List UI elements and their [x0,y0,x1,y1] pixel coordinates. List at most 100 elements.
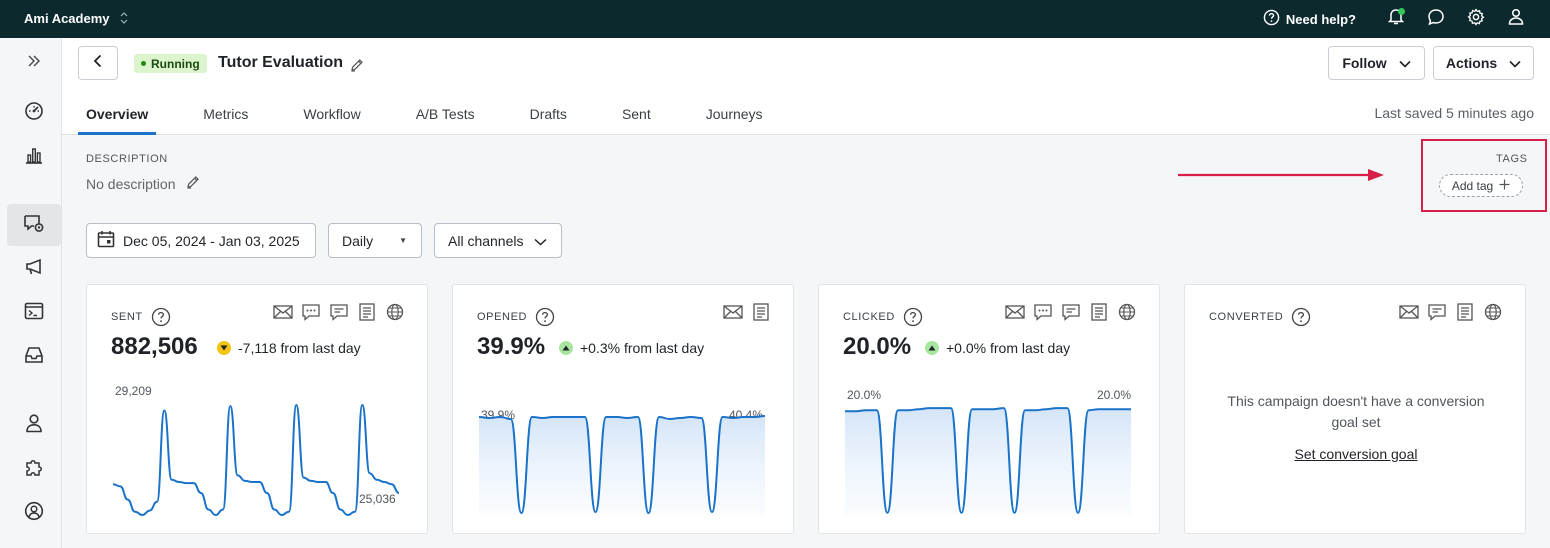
channel-icons [1399,303,1503,326]
tab-ab-tests[interactable]: A/B Tests [415,105,475,122]
campaign-header: Running Tutor Evaluation Follow Actions … [62,38,1550,135]
last-saved-text: Last saved 5 minutes ago [1374,105,1534,121]
nav-broadcasts[interactable] [7,248,61,290]
in-app-message-icon [1061,303,1081,326]
actions-label: Actions [1445,55,1498,71]
description-label: DESCRIPTION [86,153,168,165]
status-badge: Running [134,54,207,73]
webhook-globe-icon [1117,303,1137,326]
notifications-button[interactable] [1376,0,1416,38]
opened-delta-text: +0.3% from last day [580,340,705,356]
tab-sent[interactable]: Sent [621,105,651,122]
description-value[interactable]: No description [86,175,200,192]
nav-account[interactable] [7,492,61,534]
clicked-delta-text: +0.0% from last day [946,340,1071,356]
nav-integrations[interactable] [7,448,61,490]
plus-icon [1499,179,1510,193]
opened-delta: +0.3% from last day [559,340,704,356]
puzzle-icon [24,457,44,482]
nav-campaigns[interactable] [7,204,61,246]
add-tag-button[interactable]: Add tag [1439,174,1523,197]
follow-label: Follow [1342,55,1387,71]
clicked-card-label: CLICKED [843,307,923,327]
campaign-icon [23,213,45,238]
help-circle-icon[interactable] [1291,307,1311,327]
document-icon [751,303,771,326]
sparkline-area [845,408,1131,515]
tab-workflow[interactable]: Workflow [303,105,361,122]
calendar-icon [97,230,115,251]
status-dot [141,61,146,66]
document-icon [1455,303,1475,326]
trend-up-icon [925,341,939,355]
document-icon [357,303,377,326]
opened-sparkline [478,415,766,515]
sent-delta-text: -7,118 from last day [238,340,361,356]
expand-nav-button[interactable] [7,42,61,84]
page-title: Tutor Evaluation [218,54,344,71]
clicked-card: CLICKED 20.0% +0.0% from last day 20.0% … [818,284,1160,534]
converted-card: CONVERTED This campaign doesn't have a c… [1184,284,1526,534]
expand-icon [27,54,41,72]
clicked-delta: +0.0% from last day [925,340,1070,356]
opened-label: OPENED [477,311,528,323]
nav-people[interactable] [7,404,61,446]
frequency-select[interactable]: Daily ▼ [328,223,422,258]
follow-button[interactable]: Follow [1328,46,1425,80]
sparkline-line [112,403,400,517]
nav-inbox[interactable] [7,336,61,378]
email-icon [723,303,743,326]
sent-label: SENT [111,311,143,323]
description-text: No description [86,175,176,192]
sent-end-label: 25,036 [359,492,396,506]
in-app-message-icon [329,303,349,326]
actions-button[interactable]: Actions [1433,46,1534,80]
left-navigation [0,38,62,548]
back-button[interactable] [78,46,118,80]
gear-icon [1467,7,1485,31]
tab-overview[interactable]: Overview [78,92,157,135]
channel-icons [273,303,405,326]
settings-button[interactable] [1456,0,1496,38]
nav-dashboard[interactable] [7,92,61,134]
converted-card-label: CONVERTED [1209,307,1311,327]
trend-down-icon [217,341,231,355]
bar-chart-icon [24,145,44,170]
document-icon [1089,303,1109,326]
chat-button[interactable] [1416,0,1456,38]
pencil-icon[interactable] [186,175,200,192]
sms-icon [301,303,321,326]
email-icon [1005,303,1025,326]
webhook-globe-icon [385,303,405,326]
set-conversion-goal-link[interactable]: Set conversion goal [1294,446,1418,462]
inbox-icon [24,346,44,369]
tab-drafts[interactable]: Drafts [529,105,567,122]
in-app-message-icon [1427,303,1447,326]
edit-title-button[interactable] [350,58,364,77]
clicked-start-label: 20.0% [847,388,882,402]
date-range-value: Dec 05, 2024 - Jan 03, 2025 [123,232,300,249]
status-label: Running [151,56,200,71]
dashboard-icon [24,101,44,126]
need-help-button[interactable]: Need help? [1263,9,1356,29]
channels-select[interactable]: All channels [434,223,562,258]
notification-dot [1398,8,1405,15]
help-circle-icon[interactable] [535,307,555,327]
profile-button[interactable] [1496,0,1536,38]
tab-metrics[interactable]: Metrics [203,105,249,122]
terminal-icon [24,302,44,325]
chat-icon [1427,8,1445,31]
opened-value: 39.9% [477,333,546,360]
help-circle-icon[interactable] [903,307,923,327]
workspace-switcher[interactable]: Ami Academy [24,11,128,26]
opened-card-label: OPENED [477,307,555,327]
date-range-picker[interactable]: Dec 05, 2024 - Jan 03, 2025 [86,223,316,258]
pencil-icon [350,59,364,76]
nav-analytics[interactable] [7,136,61,178]
help-circle-icon[interactable] [151,307,171,327]
clicked-end-label: 20.0% [1097,388,1132,402]
tab-journeys[interactable]: Journeys [705,105,763,122]
account-icon [24,501,44,526]
nav-developer[interactable] [7,292,61,334]
help-circle-icon [1263,9,1280,29]
